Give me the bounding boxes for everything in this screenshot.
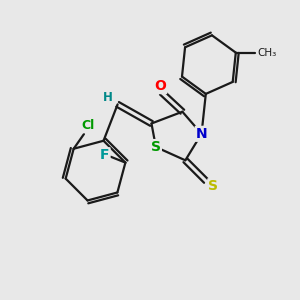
- Text: S: S: [208, 179, 218, 193]
- Text: CH₃: CH₃: [257, 48, 277, 58]
- Text: Cl: Cl: [82, 119, 95, 132]
- Text: F: F: [100, 148, 110, 162]
- Text: N: N: [196, 127, 207, 141]
- Text: H: H: [103, 92, 113, 104]
- Text: O: O: [154, 79, 166, 93]
- Text: S: S: [151, 140, 161, 154]
